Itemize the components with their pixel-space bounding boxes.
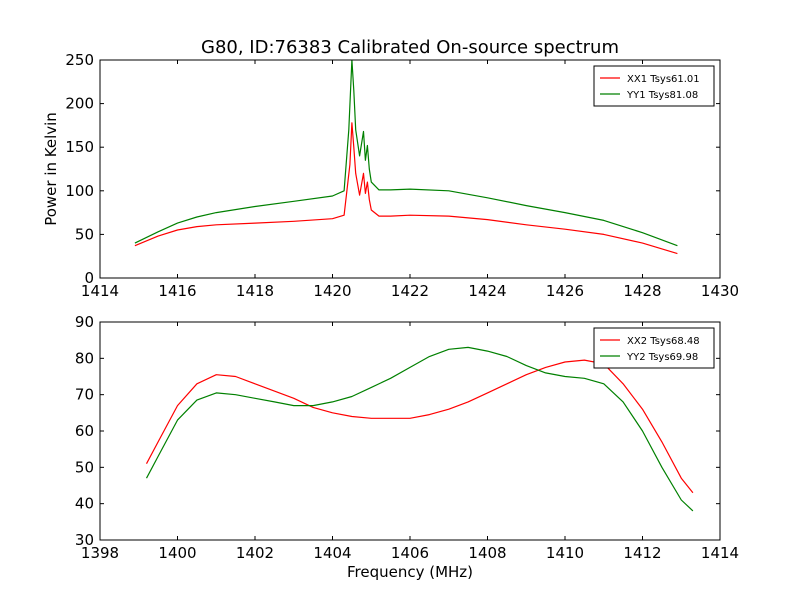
y-axis-label: Power in Kelvin (42, 112, 60, 226)
bottom-x-tick-label: 1408 (468, 544, 506, 562)
top-y-tick-label: 200 (65, 95, 94, 113)
bottom-x-tick-label: 1404 (313, 544, 351, 562)
bottom-y-tick-label: 50 (75, 458, 94, 476)
top-series-line-2 (134, 60, 678, 247)
top-legend-label-2: YY1 Tsys81.08 (626, 90, 698, 101)
top-y-tick-label: 0 (84, 269, 94, 287)
bottom-legend-box (593, 327, 715, 369)
bottom-x-tick-label: 1410 (546, 544, 584, 562)
x-axis-label: Frequency (MHz) (347, 563, 473, 581)
bottom-y-tick-label: 70 (75, 386, 94, 404)
bottom-y-tick-label: 30 (75, 531, 94, 549)
top-y-tick-label: 250 (65, 51, 94, 69)
chart-title: G80, ID:76383 Calibrated On-source spect… (201, 37, 619, 58)
bottom-series-line-2 (145, 346, 694, 512)
bottom-legend-label-2: YY2 Tsys69.98 (626, 352, 698, 363)
top-x-tick-label: 1416 (158, 282, 196, 300)
bottom-x-tick-label: 1400 (158, 544, 196, 562)
top-legend-label-1: XX1 Tsys61.01 (627, 74, 700, 85)
top-legend: XX1 Tsys61.01 YY1 Tsys81.08 (593, 65, 715, 107)
bottom-x-tick-label: 1398 (81, 544, 119, 562)
top-legend-box (593, 65, 715, 107)
top-x-tick-label: 1414 (81, 282, 119, 300)
top-x-tick-label: 1422 (391, 282, 429, 300)
bottom-y-tick-label: 80 (75, 349, 94, 367)
top-y-tick-label: 100 (65, 182, 94, 200)
top-panel: 1414 1416 1418 1420 1422 1424 1426 1428 1430 0 50 1… (65, 51, 739, 300)
top-x-tick-label: 1424 (468, 282, 506, 300)
top-y-tick-label: 150 (65, 138, 94, 156)
top-x-tick-label: 1430 (701, 282, 739, 300)
bottom-y-tick-label: 40 (75, 495, 94, 513)
bottom-legend-label-1: XX2 Tsys68.48 (627, 336, 700, 347)
bottom-legend: XX2 Tsys68.48 YY2 Tsys69.98 (593, 327, 715, 369)
bottom-y-tick-label: 90 (75, 313, 94, 331)
bottom-x-tick-label: 1402 (236, 544, 274, 562)
top-x-tick-label: 1428 (623, 282, 661, 300)
bottom-x-tick-label: 1414 (701, 544, 739, 562)
top-x-tick-label: 1418 (236, 282, 274, 300)
bottom-x-tick-label: 1412 (623, 544, 661, 562)
top-series-line-1 (134, 122, 678, 255)
top-x-tick-label: 1420 (313, 282, 351, 300)
bottom-x-tick-label: 1406 (391, 544, 429, 562)
bottom-panel: 1398 1400 1402 1404 1406 1408 1410 1412 1414 30 40… (75, 313, 739, 562)
bottom-y-tick-label: 60 (75, 422, 94, 440)
top-x-tick-label: 1426 (546, 282, 584, 300)
top-y-tick-label: 50 (75, 225, 94, 243)
